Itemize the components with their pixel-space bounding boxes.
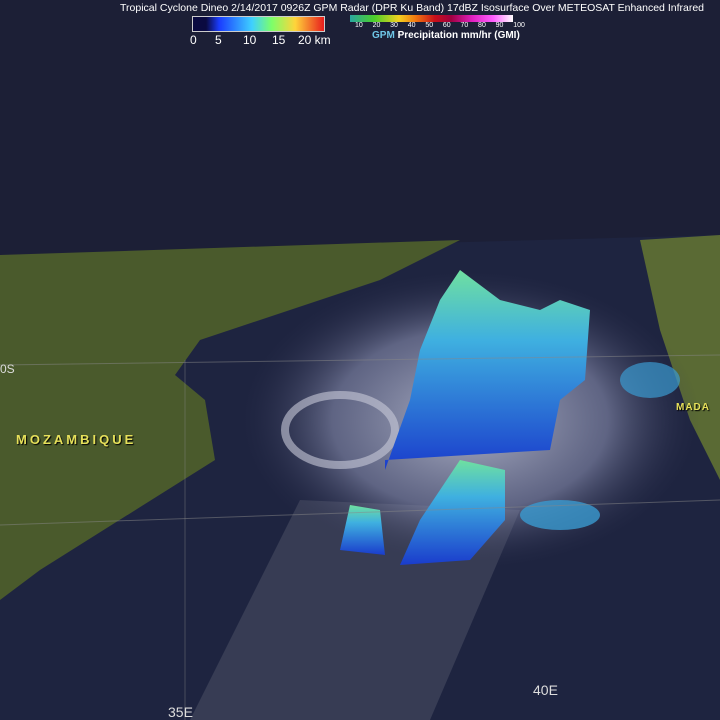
height-colorbar: [192, 16, 325, 32]
longitude-label-40e: 40E: [533, 682, 558, 698]
radar-isosurface: [385, 270, 590, 470]
latitude-label: 0S: [0, 362, 15, 376]
precip-ticks: 10 20 30 40 50 60 70 80 90 100: [355, 22, 525, 29]
precip-colorbar: [350, 15, 513, 22]
precip-label: GPM Precipitation mm/hr (GMI): [372, 30, 520, 41]
label-mozambique: MOZAMBIQUE: [16, 432, 137, 447]
title: Tropical Cyclone Dineo 2/14/2017 0926Z G…: [120, 2, 705, 14]
label-madagascar: MADA: [676, 402, 710, 413]
land-mozambique: [0, 240, 460, 600]
longitude-label-35e: 35E: [168, 704, 193, 720]
land-madagascar: [640, 235, 720, 480]
